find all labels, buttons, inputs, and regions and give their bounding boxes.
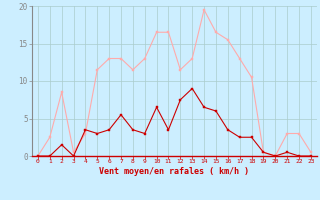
X-axis label: Vent moyen/en rafales ( km/h ): Vent moyen/en rafales ( km/h ) — [100, 167, 249, 176]
